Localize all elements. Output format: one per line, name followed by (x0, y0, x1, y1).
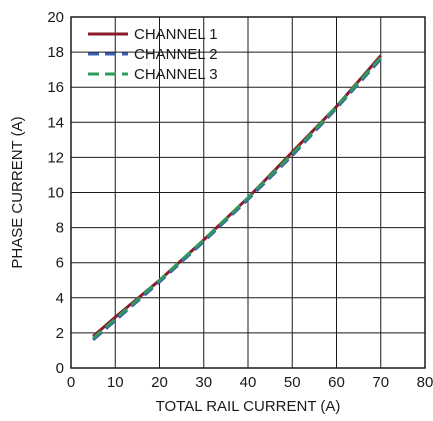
y-axis-label: PHASE CURRENT (A) (9, 116, 26, 268)
y-tick-label: 18 (47, 44, 64, 61)
x-tick-label: 10 (107, 374, 124, 391)
y-tick-label: 4 (56, 290, 64, 307)
series-lines (92, 54, 382, 342)
y-tick-label: 8 (56, 220, 64, 237)
x-tick-label: 60 (328, 374, 345, 391)
y-tick-labels: 0 2 4 6 8 10 12 14 16 18 20 (47, 9, 64, 377)
y-tick-label: 20 (47, 9, 64, 26)
x-tick-label: 40 (240, 374, 257, 391)
y-tick-label: 14 (47, 114, 64, 131)
y-tick-label: 12 (47, 149, 64, 166)
grid (71, 17, 425, 368)
x-tick-label: 20 (151, 374, 168, 391)
x-tick-label: 80 (417, 374, 433, 391)
x-tick-label: 70 (372, 374, 389, 391)
legend-label-channel-3: CHANNEL 3 (134, 66, 218, 83)
y-tick-label: 0 (56, 360, 64, 377)
x-tick-label: 30 (195, 374, 212, 391)
y-tick-label: 6 (56, 255, 64, 272)
x-tick-labels: 0 10 20 30 40 50 60 70 80 (67, 374, 433, 391)
y-tick-label: 16 (47, 79, 64, 96)
series-line-channel-1 (92, 54, 382, 338)
y-tick-label: 2 (56, 325, 64, 342)
plot-frame (70, 16, 426, 369)
x-tick-label: 0 (67, 374, 75, 391)
series-line-channel-3 (92, 56, 382, 340)
y-tick-label: 10 (47, 185, 64, 202)
x-tick-label: 50 (284, 374, 301, 391)
legend-label-channel-2: CHANNEL 2 (134, 46, 218, 63)
legend: CHANNEL 1 CHANNEL 2 CHANNEL 3 (88, 26, 218, 83)
x-axis-label: TOTAL RAIL CURRENT (A) (156, 398, 341, 415)
legend-label-channel-1: CHANNEL 1 (134, 26, 218, 43)
